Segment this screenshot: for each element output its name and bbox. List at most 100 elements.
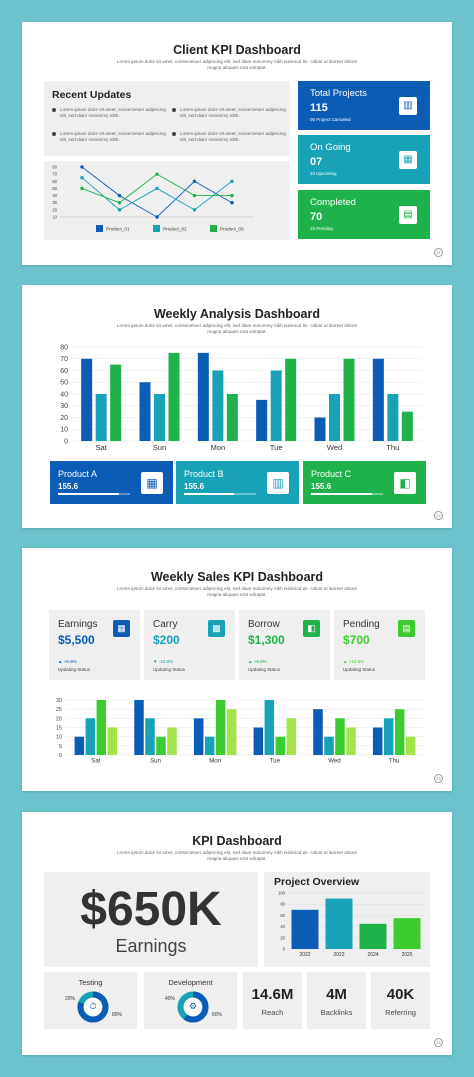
bar bbox=[401, 411, 413, 441]
card-delta: ▲ +10.5% bbox=[343, 659, 365, 664]
project-overview-panel: Project Overview 0 20 40 60 80 100 2022 2023 202… bbox=[264, 872, 430, 967]
legend-swatch bbox=[153, 225, 160, 232]
y-tick-label: 20 bbox=[280, 935, 285, 940]
y-tick-label: 10 bbox=[52, 215, 57, 220]
slide-subtitle: Lorem ipsum dolor sit amet, consectetuer… bbox=[116, 323, 358, 334]
product-c-card[interactable]: Product C 155.6 ◧ bbox=[303, 461, 426, 504]
y-tick-label: 80 bbox=[60, 344, 68, 351]
card-title: Total Projects bbox=[310, 88, 368, 99]
data-point bbox=[117, 201, 122, 205]
donut-right-label: 80% bbox=[111, 1012, 122, 1018]
timer-icon: ⏱ bbox=[89, 1001, 97, 1011]
stat-value: 14.6M bbox=[251, 986, 294, 1003]
donut-hole bbox=[84, 998, 102, 1016]
y-tick-label: 50 bbox=[60, 380, 68, 387]
completed-card[interactable]: Completed 70 15 Pending ▤ bbox=[298, 190, 430, 239]
big-earnings-value: $650K bbox=[80, 883, 222, 936]
big-earnings-label: Earnings bbox=[115, 936, 187, 956]
bar bbox=[226, 394, 238, 441]
x-tick-label: Wed bbox=[328, 758, 340, 765]
donut-value-arc bbox=[177, 991, 209, 1023]
pending-card[interactable]: Pending $700 ▲ +10.5% Updating Status ▤ bbox=[334, 610, 425, 680]
card-delta: ▲ +6.8% bbox=[248, 659, 267, 664]
data-point bbox=[230, 179, 234, 183]
card-value: $1,300 bbox=[248, 633, 285, 647]
bar bbox=[286, 718, 297, 755]
earnings-card[interactable]: Earnings $5,500 ▲ +6.8% Updating Status … bbox=[49, 610, 140, 680]
card-status: Updating Status bbox=[343, 667, 376, 672]
legend-label: Product_01 bbox=[106, 227, 130, 232]
x-tick-label: Sat bbox=[95, 443, 107, 452]
card-value: $5,500 bbox=[58, 633, 95, 647]
calculator-icon: ▦ bbox=[399, 151, 417, 169]
slide-subtitle: Lorem ipsum dolor sit amet, consectetuer… bbox=[116, 59, 358, 70]
legend-label: Product_02 bbox=[163, 227, 187, 232]
page-number: 23 bbox=[434, 774, 443, 783]
x-tick-label: Tue bbox=[270, 443, 283, 452]
bar bbox=[359, 923, 387, 949]
legend-swatch bbox=[96, 225, 103, 232]
bar bbox=[383, 718, 394, 755]
stat-value: 40K bbox=[386, 986, 415, 1003]
testing-card: Testing 20% 80% ⏱ bbox=[44, 972, 137, 1029]
card-title: Earnings bbox=[58, 619, 98, 630]
y-tick-label: 70 bbox=[60, 356, 68, 363]
y-tick-label: 5 bbox=[59, 744, 62, 750]
bar bbox=[85, 718, 96, 755]
y-tick-label: 0 bbox=[283, 947, 286, 952]
grouped-bar-chart: 0 5 10 15 20 25 30 Sat Sun Mon Tue Wed Thu bbox=[56, 698, 424, 765]
carry-card[interactable]: Carry $200 ▼ -10.8% Updating Status ▩ bbox=[144, 610, 235, 680]
y-tick-label: 10 bbox=[56, 735, 62, 741]
y-tick-label: 60 bbox=[60, 368, 68, 375]
bar bbox=[372, 358, 384, 441]
card-title: Carry bbox=[153, 619, 178, 630]
slide-title: Weekly Analysis Dashboard bbox=[153, 307, 321, 321]
data-point bbox=[230, 201, 234, 205]
y-tick-label: 60 bbox=[52, 179, 57, 184]
bar bbox=[314, 417, 326, 441]
slide-client-kpi: Client KPI Dashboard Lorem ipsum dolor s… bbox=[22, 22, 452, 265]
product-b-card[interactable]: Product B 155.6 ▥ bbox=[176, 461, 299, 504]
card-delta: ▲ +6.8% bbox=[58, 659, 77, 664]
product-value: 155.6 bbox=[311, 482, 332, 491]
bar bbox=[154, 394, 165, 441]
document-check-icon: ▤ bbox=[399, 206, 417, 224]
calculator-icon: ▦ bbox=[113, 620, 130, 637]
development-card: Development 40% 60% ⚙ bbox=[144, 972, 237, 1029]
recent-updates-panel: Recent Updates Lorem ipsum dolor sit ame… bbox=[44, 81, 290, 156]
bar bbox=[107, 727, 118, 755]
ongoing-card[interactable]: On Going 07 10 Upcoming ▦ bbox=[298, 135, 430, 184]
data-point bbox=[80, 176, 84, 180]
card-title: Completed bbox=[310, 197, 356, 208]
data-point bbox=[117, 208, 122, 212]
product-a-card[interactable]: Product A 155.6 ▦ bbox=[50, 461, 173, 504]
y-tick-label: 0 bbox=[64, 438, 68, 445]
product-value: 155.6 bbox=[184, 482, 205, 491]
x-tick-label: Thu bbox=[386, 443, 399, 452]
document-icon: ▤ bbox=[398, 620, 415, 637]
product-progress bbox=[311, 493, 383, 495]
borrow-card[interactable]: Borrow $1,300 ▲ +6.8% Updating Status ◧ bbox=[239, 610, 330, 680]
x-tick-label: Sun bbox=[150, 758, 161, 765]
product-value: 155.6 bbox=[58, 482, 79, 491]
data-point bbox=[155, 215, 159, 219]
data-point bbox=[155, 186, 159, 191]
x-tick-label: Mon bbox=[209, 758, 221, 765]
bar bbox=[96, 700, 107, 755]
bar bbox=[405, 736, 416, 755]
y-tick-label: 25 bbox=[56, 707, 62, 713]
donut-chart bbox=[77, 991, 109, 1023]
x-tick-label: Tue bbox=[270, 758, 281, 765]
total-projects-card[interactable]: Total Projects 115 05 Project Canceled ▥ bbox=[298, 81, 430, 130]
donut-title: Testing bbox=[78, 978, 103, 987]
recent-updates-title: Recent Updates bbox=[52, 89, 132, 101]
bar bbox=[325, 898, 353, 949]
y-tick-label: 40 bbox=[60, 391, 68, 398]
bar bbox=[372, 727, 383, 755]
building-icon: ▩ bbox=[208, 620, 225, 637]
y-tick-label: 15 bbox=[56, 725, 62, 731]
bar bbox=[197, 352, 209, 441]
y-tick-label: 20 bbox=[60, 415, 68, 422]
bar bbox=[343, 358, 355, 441]
bar bbox=[324, 736, 334, 755]
